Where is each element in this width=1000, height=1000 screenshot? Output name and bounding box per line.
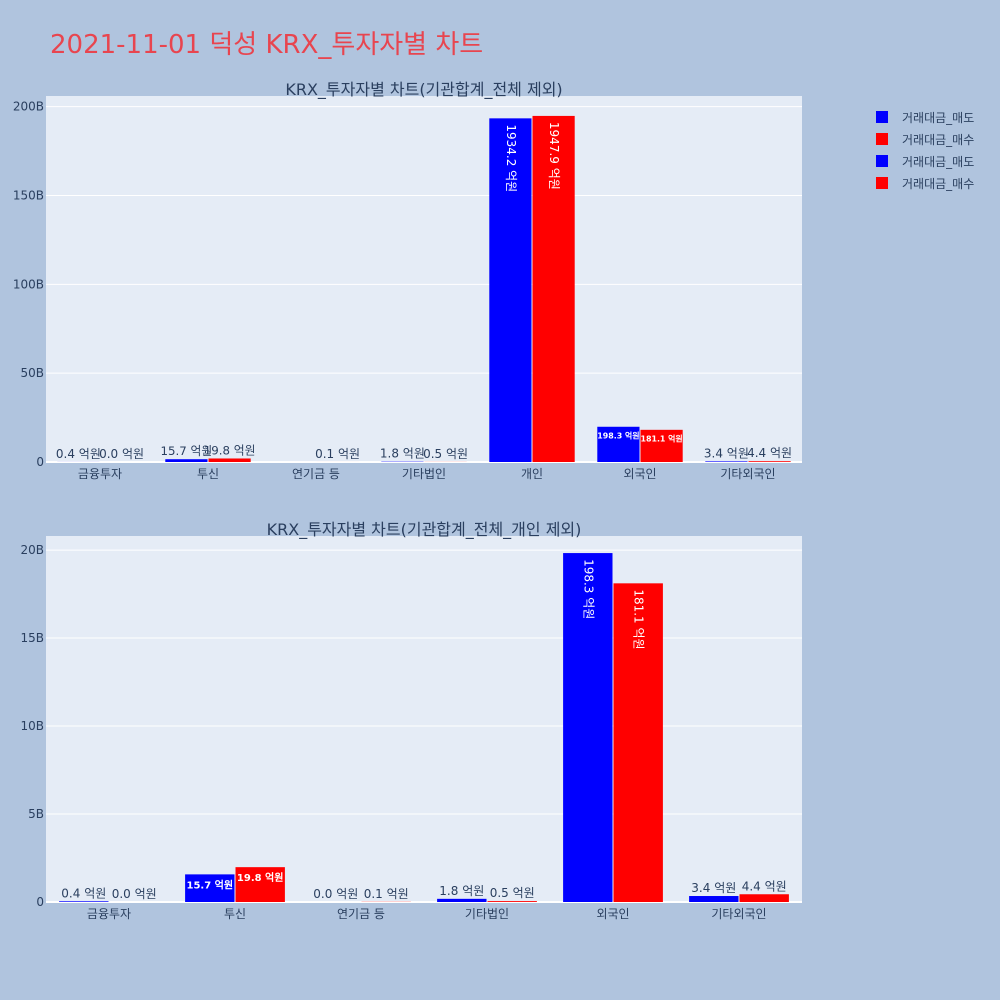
bar [489,118,532,462]
data-label: 181.1 억원 [640,434,682,444]
x-tick-label: 금융투자 [78,467,122,481]
x-tick-label: 외국인 [623,467,656,481]
bar [235,867,285,902]
page-title: 2021-11-01 덕성 KRX_투자자별 차트 [50,30,484,60]
data-label: 3.4 억원 [704,446,749,460]
legend-label: 거래대금_매수 [902,132,975,147]
y-tick-label: 50B [20,366,44,380]
data-label: 0.1 억원 [364,887,409,901]
data-label: 0.4 억원 [56,447,101,461]
bar [640,429,683,462]
data-label: 0.4 억원 [61,886,106,900]
legend-swatch-buy [876,177,888,189]
x-tick-label: 개인 [521,467,543,481]
legend-swatch-sell [876,111,888,123]
y-tick-label: 0 [36,455,44,469]
data-label: 4.4 억원 [742,879,787,893]
y-tick-label: 15B [20,631,44,645]
x-tick-label: 기타법인 [465,907,509,921]
bar [613,583,663,902]
data-label: 15.7 억원 [161,444,213,458]
bar [185,874,235,902]
data-label: 15.7 억원 [187,878,234,891]
x-tick-label: 연기금 등 [337,907,385,921]
y-tick-label: 20B [20,543,44,557]
x-tick-label: 기타외국인 [720,467,775,481]
bar [487,901,537,902]
data-label: 4.4 억원 [747,446,792,460]
legend-swatch-sell [876,155,888,167]
legend-label: 거래대금_매수 [902,176,975,191]
legend-swatch-buy [876,133,888,145]
data-label: 0.5 억원 [490,886,535,900]
bar [165,459,208,462]
data-label: 198.3 억원 [581,559,595,619]
x-tick-label: 연기금 등 [292,467,340,481]
data-label: 181.1 억원 [632,589,646,649]
legend-item[interactable]: 거래대금_매도 [876,150,974,172]
bar [748,461,791,462]
data-label: 19.8 억원 [204,443,256,457]
bar [597,426,640,462]
data-label: 0.5 억원 [423,447,468,461]
data-label: 1.8 억원 [380,447,425,461]
legend-label: 거래대금_매도 [902,110,975,125]
x-tick-label: 투신 [197,467,219,481]
bar [689,896,739,902]
legend-label: 거래대금_매도 [902,154,975,169]
chart-title: KRX_투자자별 차트(기관합계_전체_개인 제외) [267,520,582,540]
y-tick-label: 150B [13,188,44,202]
bar [208,458,251,462]
x-tick-label: 투신 [224,907,246,921]
data-label: 198.3 억원 [597,431,639,441]
y-tick-label: 5B [28,807,44,821]
bar [563,553,613,902]
y-tick-label: 0 [36,895,44,909]
bar [437,898,487,902]
legend-item[interactable]: 거래대금_매수 [876,172,974,194]
data-label: 1.8 억원 [439,884,484,898]
data-label: 3.4 억원 [691,881,736,895]
plot-area [46,536,802,902]
data-label: 1947.9 억원 [547,122,561,190]
data-label: 1934.2 억원 [504,124,518,192]
y-tick-label: 200B [13,100,44,114]
x-tick-label: 외국인 [596,907,629,921]
bar [59,901,109,902]
data-label: 0.0 억원 [313,887,358,901]
x-tick-label: 금융투자 [87,907,131,921]
legend: 거래대금_매도 거래대금_매수 거래대금_매도 거래대금_매수 [876,106,974,194]
data-label: 0.0 억원 [112,887,157,901]
data-label: 19.8 억원 [237,871,284,884]
data-label: 0.0 억원 [99,447,144,461]
bar [739,894,789,902]
plot-area [46,96,802,462]
x-tick-label: 기타법인 [402,467,446,481]
chart-title: KRX_투자자별 차트(기관합계_전체 제외) [285,80,562,100]
legend-item[interactable]: 거래대금_매도 [876,106,974,128]
legend-item[interactable]: 거래대금_매수 [876,128,974,150]
bar [705,461,748,462]
bar [532,115,575,462]
data-label: 0.1 억원 [315,447,360,461]
y-tick-label: 100B [13,277,44,291]
x-tick-label: 기타외국인 [711,907,766,921]
y-tick-label: 10B [20,719,44,733]
